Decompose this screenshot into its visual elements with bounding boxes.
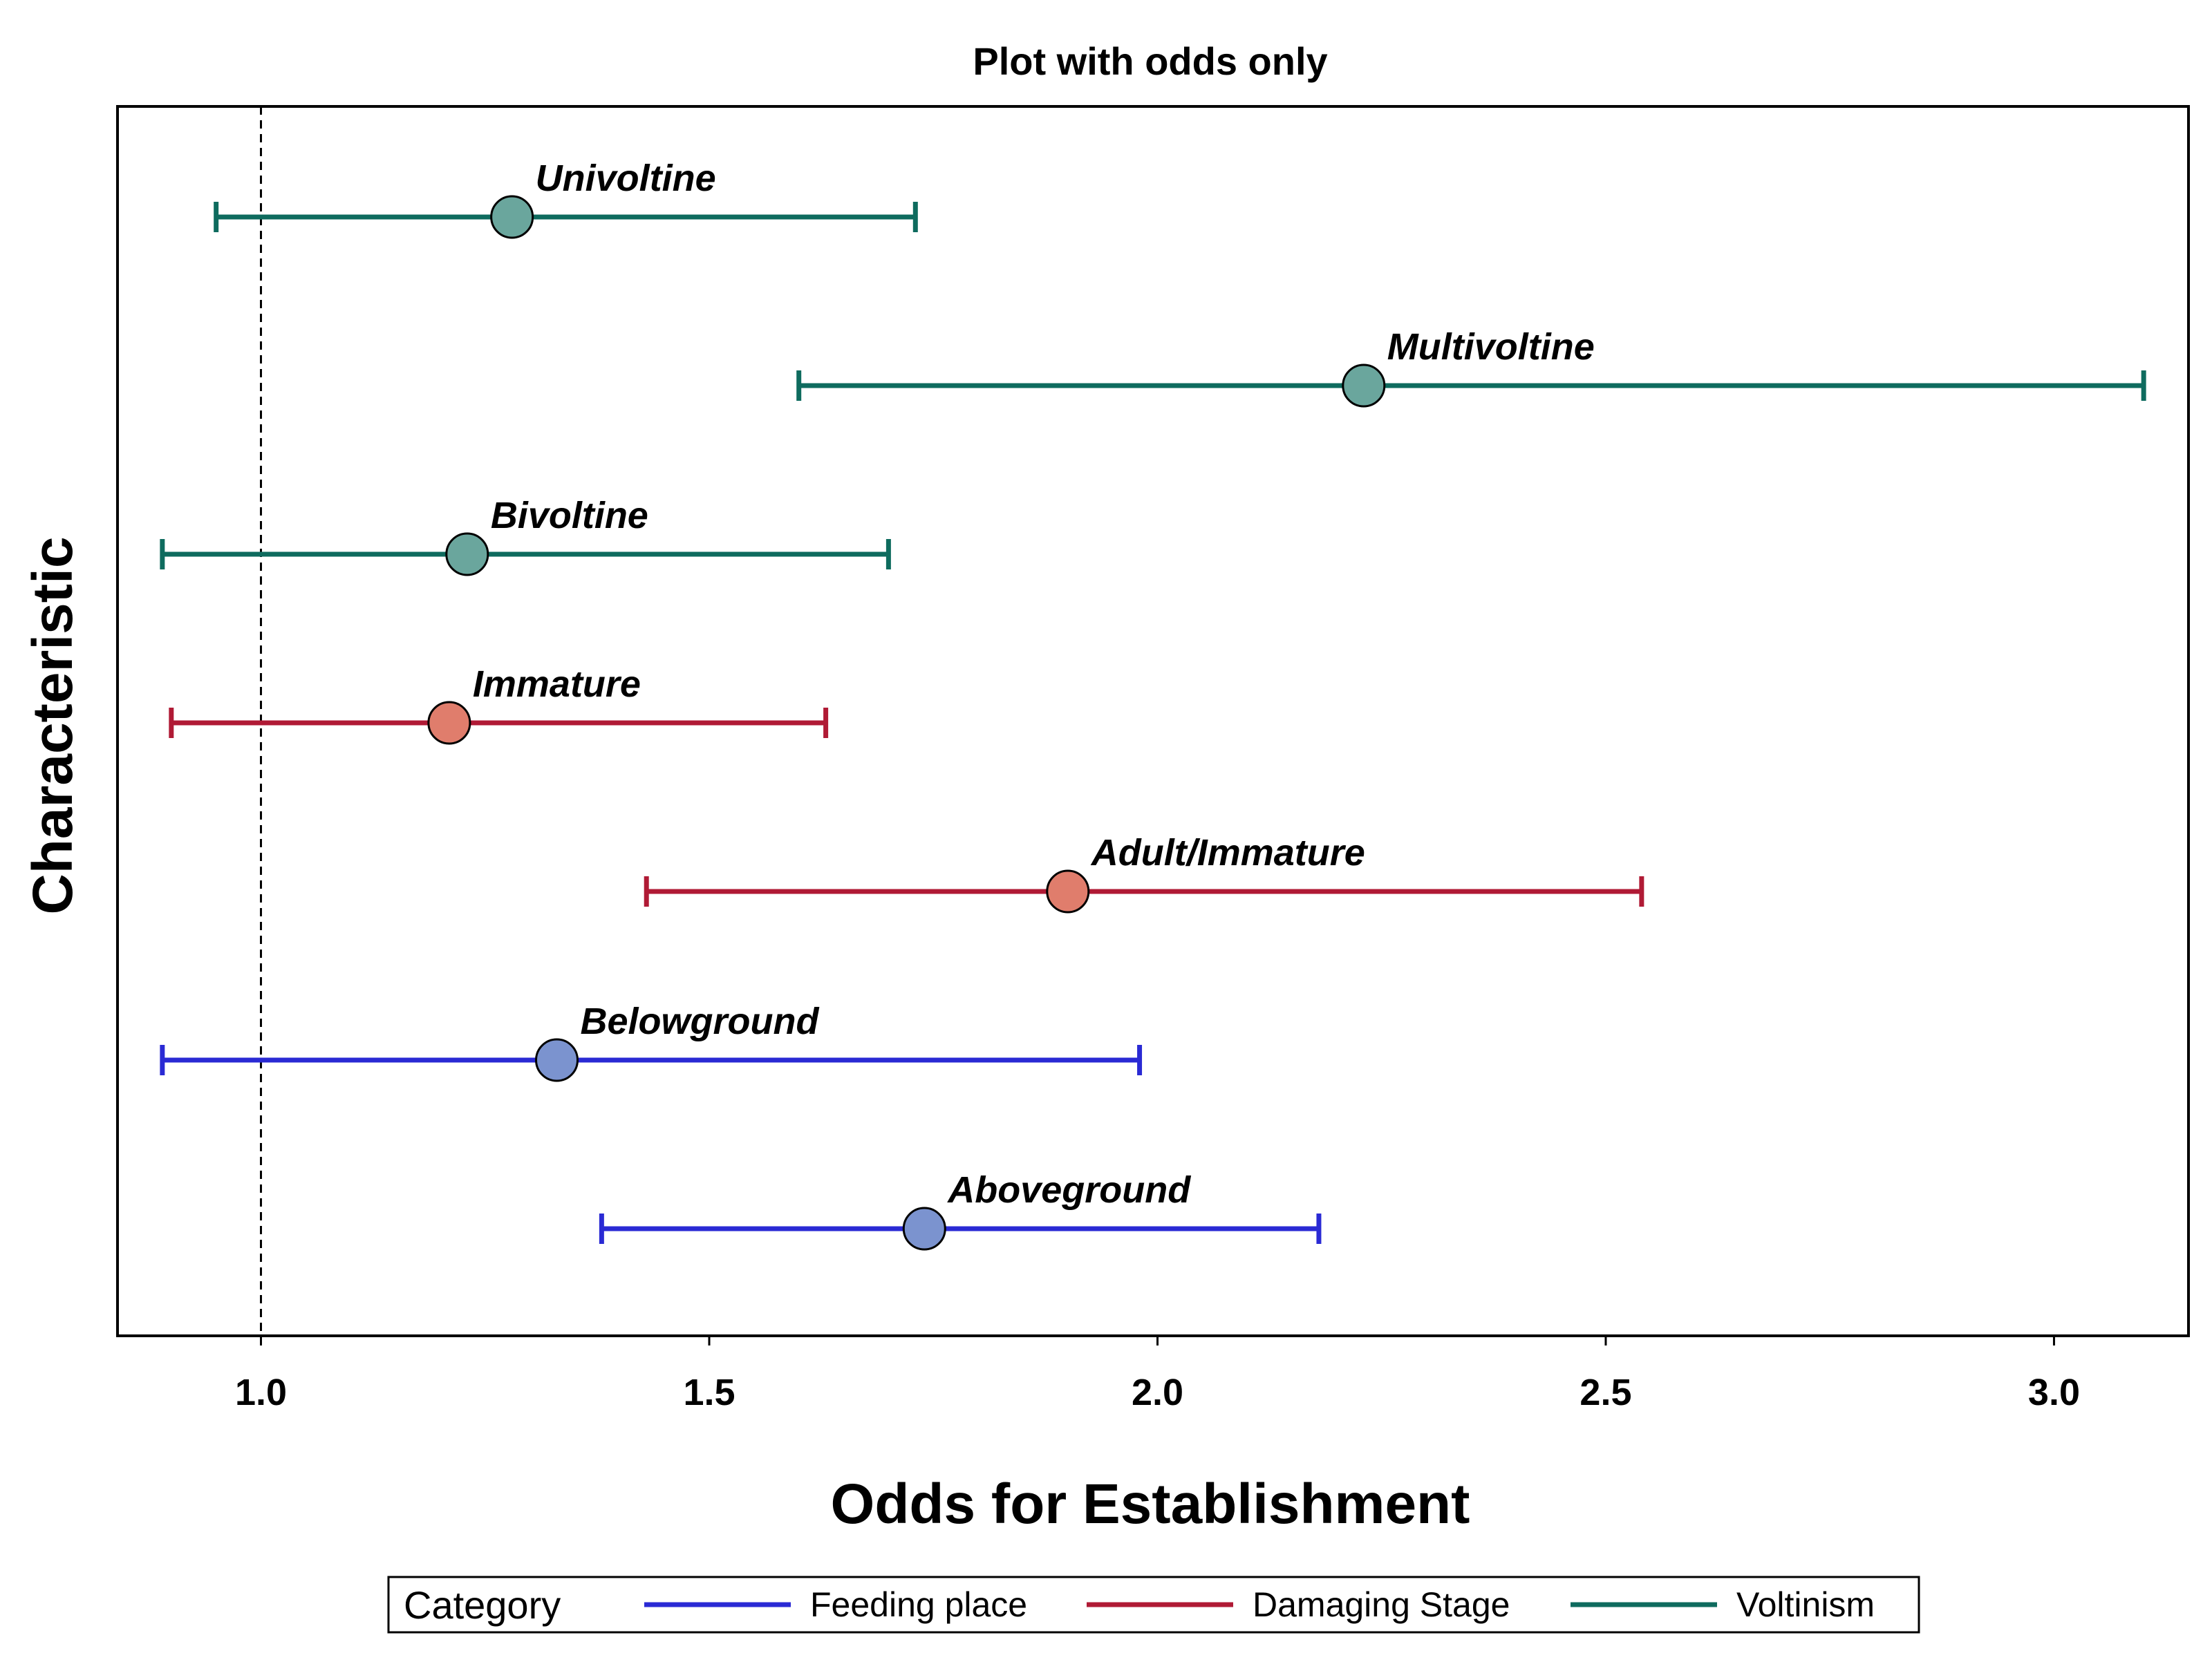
x-tick-label: 2.5: [1580, 1372, 1631, 1413]
x-tick-label: 1.5: [683, 1372, 735, 1413]
y-axis-title: Characteristic: [21, 537, 84, 915]
odds-point: [1342, 363, 1386, 408]
ci-row: Multivoltine: [796, 326, 2146, 408]
x-axis: 1.0 1.5 2.0 2.5 3.0: [235, 1336, 2080, 1413]
legend: Category Feeding place Damaging Stage Volt…: [387, 1576, 1920, 1634]
x-tick-label: 1.0: [235, 1372, 287, 1413]
legend-label: Voltinism: [1736, 1585, 1875, 1624]
chart-title: Plot with odds only: [973, 39, 1327, 83]
point-label: Aboveground: [946, 1169, 1191, 1211]
ci-row: Univoltine: [214, 158, 918, 239]
odds-point: [1046, 869, 1090, 914]
legend-title: Category: [404, 1583, 561, 1627]
ci-row: Bivoltine: [160, 495, 891, 576]
odds-point: [902, 1207, 946, 1251]
legend-label: Damaging Stage: [1253, 1585, 1510, 1624]
odds-point: [535, 1038, 579, 1082]
ci-row: Aboveground: [599, 1169, 1322, 1251]
plot-frame: [116, 105, 2190, 1337]
ci-row: Immature: [169, 663, 829, 745]
odds-point: [427, 701, 471, 745]
point-label: Bivoltine: [491, 495, 648, 536]
x-tick-label: 2.0: [1132, 1372, 1183, 1413]
point-label: Adult/Immature: [1090, 832, 1365, 874]
odds-point: [490, 195, 534, 239]
legend-label: Feeding place: [810, 1585, 1027, 1624]
point-label: Belowground: [581, 1001, 820, 1042]
data-marks: Univoltine Multivoltine Bivoltine Immature A…: [160, 158, 2146, 1251]
odds-point: [445, 532, 489, 576]
x-axis-title: Odds for Establishment: [831, 1473, 1470, 1536]
ci-row: Belowground: [160, 1001, 1143, 1082]
x-tick-label: 3.0: [2028, 1372, 2080, 1413]
point-label: Multivoltine: [1387, 326, 1595, 368]
point-label: Univoltine: [536, 158, 716, 199]
point-label: Immature: [473, 663, 641, 705]
ci-row: Adult/Immature: [644, 832, 1644, 914]
